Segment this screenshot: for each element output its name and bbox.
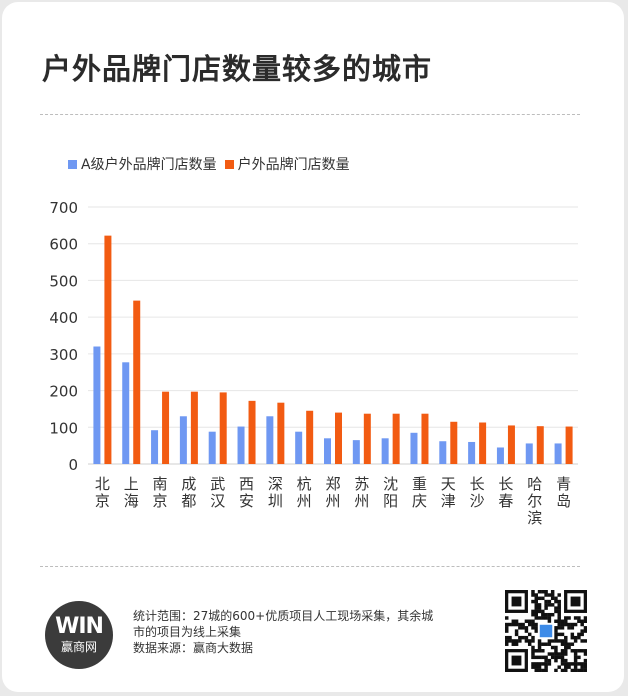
logo-name: 赢商网 bbox=[60, 640, 97, 654]
bar-a bbox=[266, 416, 274, 464]
bar-a bbox=[496, 447, 504, 464]
x-tick-label: 杭州 bbox=[297, 475, 312, 510]
bar-a bbox=[381, 438, 389, 464]
x-tick-label: 武汉 bbox=[210, 475, 225, 510]
bar-a bbox=[208, 431, 216, 464]
bar-a bbox=[439, 441, 447, 464]
x-tick-label: 长沙 bbox=[470, 475, 485, 510]
legend-swatch-a bbox=[68, 159, 77, 169]
x-tick-label: 北京 bbox=[95, 475, 110, 510]
footer-notes: 统计范围：27城的600+优质项目人工现场采集，其余城 市的项目为线上采集 数据… bbox=[133, 608, 433, 656]
bar-a bbox=[151, 430, 159, 464]
y-tick-label: 100 bbox=[49, 419, 78, 437]
legend-label-b: 户外品牌门店数量 bbox=[237, 157, 350, 173]
chart-legend: A级户外品牌门店数量 户外品牌门店数量 bbox=[68, 154, 350, 174]
bar-a bbox=[324, 438, 331, 464]
bar-b bbox=[248, 400, 256, 464]
bar-b bbox=[479, 422, 487, 464]
x-tick-label: 哈尔滨 bbox=[527, 475, 542, 527]
x-tick-label: 沈阳 bbox=[383, 475, 398, 510]
source-note: 数据来源：赢商大数据 bbox=[133, 641, 254, 655]
bar-b bbox=[565, 426, 573, 464]
x-tick-label: 长春 bbox=[498, 475, 513, 510]
bar-a bbox=[468, 441, 476, 464]
scope-note-line1: 统计范围：27城的600+优质项目人工现场采集，其余城 bbox=[133, 609, 434, 623]
x-tick-label: 深圳 bbox=[268, 475, 283, 510]
bar-b bbox=[363, 413, 371, 464]
bar-a bbox=[525, 443, 533, 464]
y-tick-label: 700 bbox=[49, 199, 78, 217]
x-tick-label: 青岛 bbox=[556, 475, 571, 510]
bar-a bbox=[410, 432, 418, 464]
legend-item-a: A级户外品牌门店数量 bbox=[68, 154, 217, 174]
legend-swatch-b bbox=[224, 159, 234, 169]
bar-a bbox=[554, 443, 562, 464]
y-tick-label: 0 bbox=[68, 456, 78, 474]
x-tick-label: 重庆 bbox=[412, 475, 427, 510]
bottom-divider bbox=[40, 566, 580, 567]
x-tick-label: 成都 bbox=[181, 475, 196, 510]
bar-a bbox=[237, 426, 245, 464]
chart-title: 户外品牌门店数量较多的城市 bbox=[42, 52, 433, 86]
bar-b bbox=[219, 392, 227, 464]
bar-a bbox=[93, 346, 101, 464]
bar-b bbox=[104, 235, 112, 464]
legend-item-b: 户外品牌门店数量 bbox=[224, 154, 350, 174]
y-tick-label: 500 bbox=[49, 272, 78, 290]
bar-b bbox=[392, 413, 400, 464]
legend-label-a: A级户外品牌门店数量 bbox=[81, 157, 217, 173]
y-tick-label: 200 bbox=[49, 383, 78, 401]
bar-chart: 0 100 200 300 400 500 600 700 北京上海南京成都武汉西安深圳杭州郑州… bbox=[49, 199, 578, 527]
y-tick-label: 400 bbox=[49, 309, 78, 327]
x-tick-label: 南京 bbox=[153, 475, 168, 510]
bar-a bbox=[122, 362, 130, 464]
bar-b bbox=[277, 402, 285, 464]
top-divider bbox=[40, 114, 580, 115]
x-tick-label: 西安 bbox=[239, 475, 254, 510]
bar-b bbox=[450, 421, 458, 464]
bar-b bbox=[306, 410, 314, 464]
bar-b bbox=[421, 413, 429, 464]
qr-code-icon[interactable] bbox=[505, 590, 587, 672]
bar-b bbox=[507, 425, 515, 464]
brand-logo: WIN 赢商网 bbox=[45, 601, 113, 669]
y-tick-label: 300 bbox=[49, 346, 78, 364]
bar-b bbox=[335, 412, 342, 464]
bar-a bbox=[352, 440, 360, 464]
scope-note-line2: 市的项目为线上采集 bbox=[133, 625, 242, 639]
bar-b bbox=[190, 391, 198, 464]
bar-a bbox=[295, 431, 303, 464]
x-tick-label: 天津 bbox=[441, 475, 456, 510]
x-tick-label: 郑州 bbox=[325, 475, 340, 510]
bar-b bbox=[133, 300, 141, 464]
bar-a bbox=[179, 416, 187, 464]
y-tick-label: 600 bbox=[49, 236, 78, 254]
x-tick-label: 苏州 bbox=[354, 475, 369, 510]
bar-b bbox=[536, 426, 544, 464]
logo-mark: WIN bbox=[55, 614, 104, 639]
x-tick-label: 上海 bbox=[124, 475, 139, 510]
bar-b bbox=[162, 391, 170, 464]
